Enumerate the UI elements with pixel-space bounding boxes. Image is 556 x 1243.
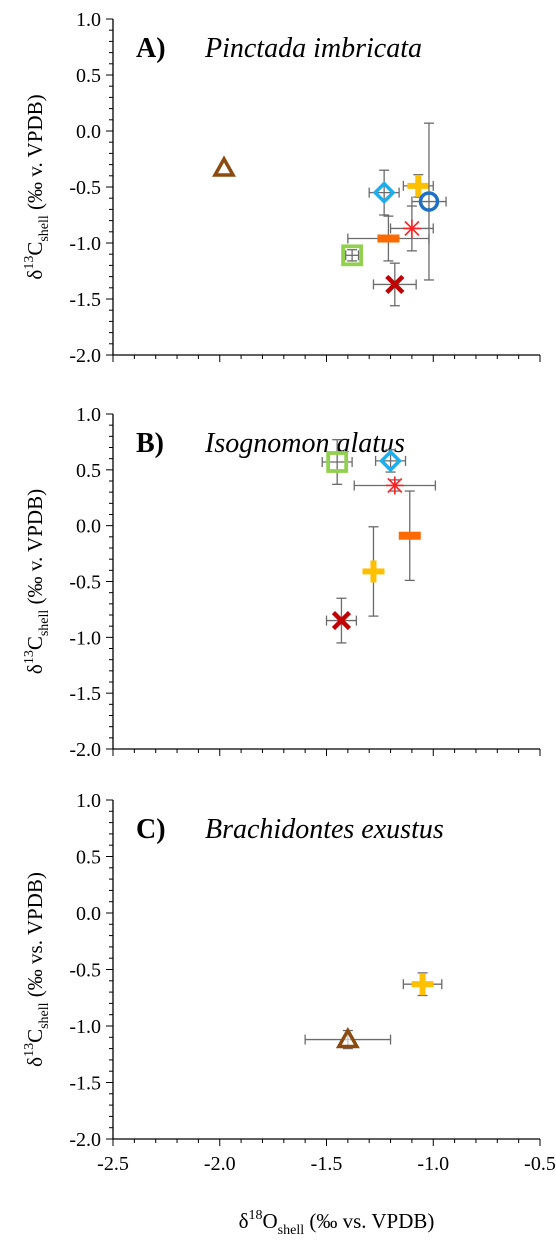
data-point-diamond bbox=[374, 449, 407, 473]
panel-1: 1.0 0.5 0.0 -0.5 -1.0 -1.5 -2.0 A) Pinctada imbr… bbox=[22, 9, 541, 367]
data-point-dash bbox=[398, 490, 421, 582]
y-axis-label-sub: shell bbox=[37, 1002, 52, 1029]
marker-circle bbox=[418, 191, 440, 212]
x-axis-label: δ18Oshell (‰ vs. VPDB) bbox=[239, 1208, 435, 1238]
data-point-triangle bbox=[304, 1026, 392, 1050]
marker-dash bbox=[398, 531, 421, 540]
y-tick-label: -1.0 bbox=[69, 627, 101, 649]
data-point-circle bbox=[411, 122, 447, 281]
y-axis-label: δ13Cshell (‰ vs. VPDB) bbox=[22, 872, 52, 1067]
x-axis-label-unit: (‰ vs. VPDB) bbox=[304, 1209, 434, 1233]
y-tick-label: -1.5 bbox=[69, 289, 101, 311]
data-point-x bbox=[372, 262, 417, 307]
x-tick-label: -1.5 bbox=[311, 1153, 343, 1175]
species-title: Brachidontes exustus bbox=[205, 814, 444, 845]
y-axis-label: δ13Cshell (‰ v. VPDB) bbox=[22, 489, 52, 674]
x-axis-label-sub: shell bbox=[278, 1223, 305, 1238]
y-axis-label-sup: 13 bbox=[22, 650, 37, 664]
data-point-plus bbox=[402, 174, 434, 198]
marker-square bbox=[326, 451, 349, 473]
marker-dash bbox=[377, 234, 400, 243]
x-axis-label-main: O bbox=[262, 1209, 277, 1233]
y-tick-label: 0.0 bbox=[76, 516, 101, 538]
y-tick-label: -1.0 bbox=[69, 1016, 101, 1038]
y-axis-label: δ13Cshell (‰ v. VPDB) bbox=[22, 94, 52, 279]
data-point-star bbox=[389, 205, 434, 252]
y-axis-label-prefix: δ bbox=[23, 270, 47, 280]
marker-triangle bbox=[335, 1026, 360, 1049]
y-axis-label-sup: 13 bbox=[22, 256, 37, 270]
x-tick-label: -2.0 bbox=[204, 1153, 236, 1175]
x-tick-label: -0.5 bbox=[524, 1153, 556, 1175]
y-tick-label: 1.0 bbox=[76, 404, 101, 426]
y-axis-label-sub: shell bbox=[37, 610, 52, 637]
marker-plus bbox=[370, 560, 377, 583]
y-tick-label: -1.5 bbox=[69, 683, 101, 705]
data-point-diamond bbox=[368, 169, 400, 216]
y-tick-label: 1.0 bbox=[76, 9, 101, 31]
y-tick-label: 1.0 bbox=[76, 790, 101, 812]
panel-2: 1.0 0.5 0.0 -0.5 -1.0 -1.5 -2.0 B) Isognomon ala… bbox=[22, 404, 541, 761]
panel-label: B) bbox=[136, 428, 164, 459]
marker-x bbox=[385, 274, 405, 295]
y-tick-label: 0.0 bbox=[76, 121, 101, 143]
x-tick-label: -1.0 bbox=[417, 1153, 449, 1175]
panel-3: 1.00.50.0-0.5-1.0-1.5-2.0-2.5 -2.0 -1.5 -1.… bbox=[22, 790, 556, 1238]
data-point-dash bbox=[347, 215, 430, 262]
y-axis-label-unit: (‰ v. VPDB) bbox=[23, 489, 47, 610]
y-axis-label-prefix: δ bbox=[23, 664, 47, 674]
x-tick-label: -2.5 bbox=[97, 1153, 129, 1175]
y-tick-label: -0.5 bbox=[69, 572, 101, 594]
x-axis-label-prefix: δ bbox=[239, 1209, 249, 1233]
y-tick-label: 0.5 bbox=[76, 847, 101, 869]
y-axis-label-prefix: δ bbox=[23, 1057, 47, 1067]
marker-plus bbox=[415, 174, 422, 197]
marker-diamond bbox=[379, 449, 403, 473]
marker-triangle bbox=[212, 155, 237, 177]
data-point-x bbox=[325, 597, 358, 644]
y-tick-label: 0.5 bbox=[76, 65, 101, 87]
y-tick-label: -2.0 bbox=[69, 739, 101, 761]
y-tick-label: 0.0 bbox=[76, 903, 101, 925]
y-tick-label: -1.0 bbox=[69, 233, 101, 255]
marker-x bbox=[331, 610, 352, 631]
y-axis-label-unit: (‰ vs. VPDB) bbox=[23, 872, 47, 1002]
panel-label: C) bbox=[136, 814, 166, 845]
y-tick-label: -0.5 bbox=[69, 960, 101, 982]
marker-square bbox=[341, 244, 364, 267]
species-title: Isognomon alatus bbox=[204, 428, 405, 459]
data-point-plus bbox=[362, 526, 385, 617]
y-axis-label-main: C bbox=[23, 242, 47, 256]
data-point-triangle bbox=[212, 155, 237, 177]
y-axis-label-sub: shell bbox=[37, 215, 52, 242]
species-title: Pinctada imbricata bbox=[204, 33, 422, 64]
y-tick-label: -2.0 bbox=[69, 345, 101, 367]
y-axis-label-sup: 13 bbox=[22, 1043, 37, 1057]
data-point-square bbox=[341, 244, 364, 267]
y-axis-label-main: C bbox=[23, 636, 47, 650]
x-axis-label-sup: 18 bbox=[248, 1208, 262, 1223]
data-point-square bbox=[321, 439, 353, 486]
data-point-star bbox=[353, 476, 437, 495]
y-tick-label: -2.0 bbox=[69, 1129, 101, 1151]
y-axis-label-unit: (‰ v. VPDB) bbox=[23, 94, 47, 215]
marker-plus bbox=[419, 973, 426, 996]
marker-diamond bbox=[372, 181, 396, 205]
y-axis-label-main: C bbox=[23, 1029, 47, 1043]
y-tick-label: -0.5 bbox=[69, 177, 101, 199]
y-tick-label: 0.5 bbox=[76, 460, 101, 482]
panel-label: A) bbox=[136, 33, 166, 64]
y-tick-label: -1.5 bbox=[69, 1073, 101, 1095]
data-point-plus bbox=[402, 972, 443, 997]
